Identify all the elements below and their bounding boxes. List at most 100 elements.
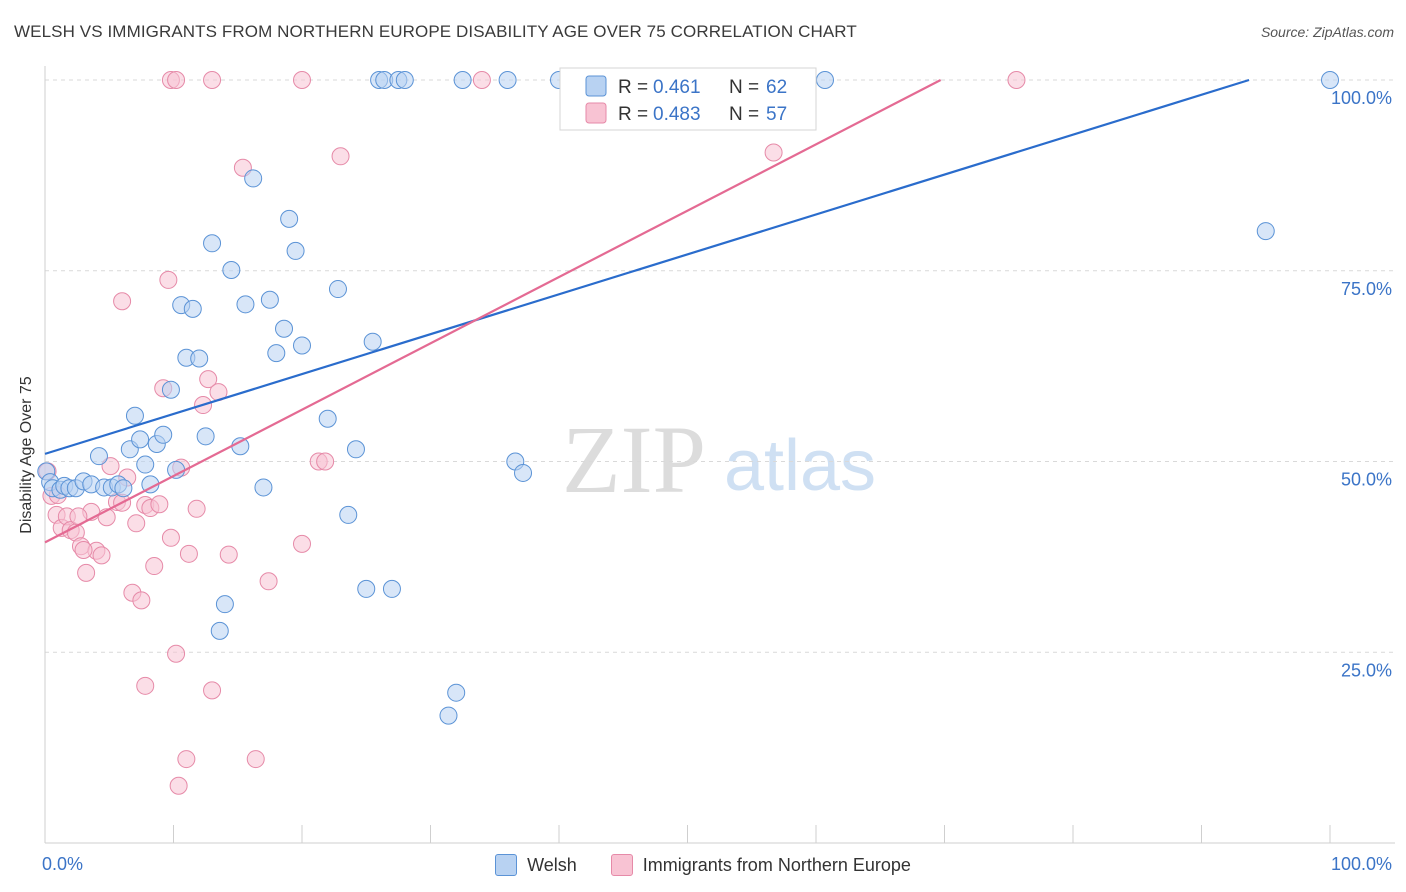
immigrants-point-39: [246, 750, 265, 769]
immigrants-point-47: [293, 71, 311, 89]
stats-n-value-immigrants: 57: [766, 104, 787, 125]
welsh-point-27: [196, 427, 215, 446]
welsh-point-62: [1321, 71, 1339, 89]
legend-swatch-welsh: [495, 854, 518, 876]
welsh-point-17: [136, 455, 155, 474]
y-tick-label-3: 100.0%: [1331, 88, 1392, 108]
legend-swatch-immigrants: [610, 854, 633, 876]
welsh-point-45: [346, 440, 365, 459]
welsh-point-28: [203, 234, 222, 253]
immigrants-point-55: [136, 676, 155, 695]
immigrants-point-31: [179, 544, 198, 563]
welsh-point-16: [131, 430, 150, 449]
immigrants-point-43: [316, 452, 335, 471]
welsh-point-29: [215, 595, 234, 614]
source-label: Source: ZipAtlas.com: [1260, 24, 1394, 40]
welsh-point-35: [254, 478, 273, 497]
welsh-point-9: [89, 447, 108, 466]
welsh-point-56: [498, 71, 517, 89]
y-tick-label-1: 50.0%: [1341, 470, 1392, 490]
welsh-point-42: [318, 409, 337, 428]
immigrants-point-29: [177, 750, 196, 769]
welsh-point-33: [236, 295, 255, 314]
welsh-point-32: [231, 437, 250, 456]
welsh-point-61: [1256, 222, 1275, 241]
welsh-point-41: [293, 336, 311, 355]
welsh-point-43: [328, 280, 347, 299]
legend-item-welsh: Welsh: [495, 852, 577, 878]
welsh-point-50: [382, 579, 401, 598]
watermark-atlas: atlas: [724, 426, 876, 506]
x-tick-label-1: 100.0%: [1331, 854, 1392, 874]
welsh-point-31: [222, 260, 241, 279]
welsh-point-26: [190, 349, 209, 368]
stats-n-label-immigrants: N =: [729, 104, 759, 125]
immigrants-point-46: [203, 71, 222, 89]
immigrants-point-34: [199, 370, 218, 389]
immigrants-point-11: [92, 546, 111, 565]
immigrants-trend-line: [44, 79, 942, 544]
legend-label-immigrants: Immigrants from Northern Europe: [642, 854, 911, 875]
welsh-point-36: [260, 290, 279, 309]
stats-r-label-welsh: R =: [618, 77, 648, 98]
welsh-point-34: [244, 169, 263, 188]
legend-label-welsh: Welsh: [527, 854, 577, 875]
welsh-point-44: [339, 505, 358, 524]
welsh-point-13: [114, 479, 133, 498]
immigrants-point-18: [127, 514, 146, 533]
watermark: ZIP atlas: [562, 406, 876, 513]
welsh-point-52: [395, 71, 414, 89]
y-tick-labels: 25.0% 50.0% 75.0% 100.0%: [1331, 88, 1392, 680]
immigrants-point-40: [259, 572, 278, 591]
immigrants-point-22: [145, 557, 164, 576]
y-tick-label-2: 75.0%: [1341, 279, 1392, 299]
welsh-point-47: [363, 332, 382, 351]
immigrants-point-48: [331, 147, 350, 166]
immigrants-point-27: [167, 644, 186, 663]
immigrants-point-8: [77, 563, 96, 582]
immigrants-point-41: [293, 534, 311, 553]
stats-swatch-immigrants: [585, 102, 607, 124]
legend-item-immigrants: Immigrants from Northern Europe: [610, 852, 911, 878]
welsh-point-30: [210, 621, 229, 640]
immigrants-point-51: [1007, 71, 1026, 89]
immigrants-points: [38, 71, 1026, 795]
immigrants-point-35: [203, 681, 222, 700]
welsh-point-38: [275, 319, 294, 338]
immigrants-point-49: [472, 71, 491, 89]
stats-legend: R = 0.461 N = 62 R = 0.483 N = 57: [559, 67, 817, 131]
welsh-point-40: [286, 241, 305, 260]
chart-title: WELSH VS IMMIGRANTS FROM NORTHERN EUROPE…: [14, 22, 857, 41]
welsh-point-39: [280, 209, 299, 228]
trend-lines: [44, 78, 1250, 544]
x-tick-label-0: 0.0%: [42, 854, 83, 874]
welsh-point-15: [125, 406, 144, 425]
welsh-point-55: [453, 71, 472, 89]
welsh-point-37: [267, 344, 286, 363]
immigrants-point-13: [101, 457, 120, 476]
x-tick-labels: 0.0% 100.0%: [42, 854, 1392, 874]
immigrants-point-25: [159, 270, 178, 289]
stats-n-label-welsh: N =: [729, 77, 759, 98]
stats-r-value-immigrants: 0.483: [653, 104, 701, 125]
welsh-point-54: [447, 683, 466, 702]
welsh-point-58: [514, 463, 533, 482]
immigrants-point-54: [74, 541, 93, 560]
immigrants-point-30: [169, 776, 188, 795]
immigrants-point-37: [219, 545, 238, 564]
stats-n-value-welsh: 62: [766, 77, 787, 98]
welsh-point-60: [815, 71, 834, 89]
stats-swatch-welsh: [585, 75, 607, 97]
series-legend: Welsh Immigrants from Northern Europe: [0, 852, 1406, 878]
immigrants-point-26: [161, 528, 180, 547]
immigrants-point-19: [132, 591, 151, 610]
stats-r-value-welsh: 0.461: [653, 77, 701, 98]
welsh-point-53: [439, 706, 458, 725]
watermark-zip: ZIP: [562, 406, 706, 513]
welsh-point-20: [154, 425, 173, 444]
immigrants-point-52: [113, 292, 132, 311]
immigrants-point-45: [167, 71, 186, 89]
welsh-point-46: [357, 579, 376, 598]
welsh-point-25: [183, 299, 202, 318]
